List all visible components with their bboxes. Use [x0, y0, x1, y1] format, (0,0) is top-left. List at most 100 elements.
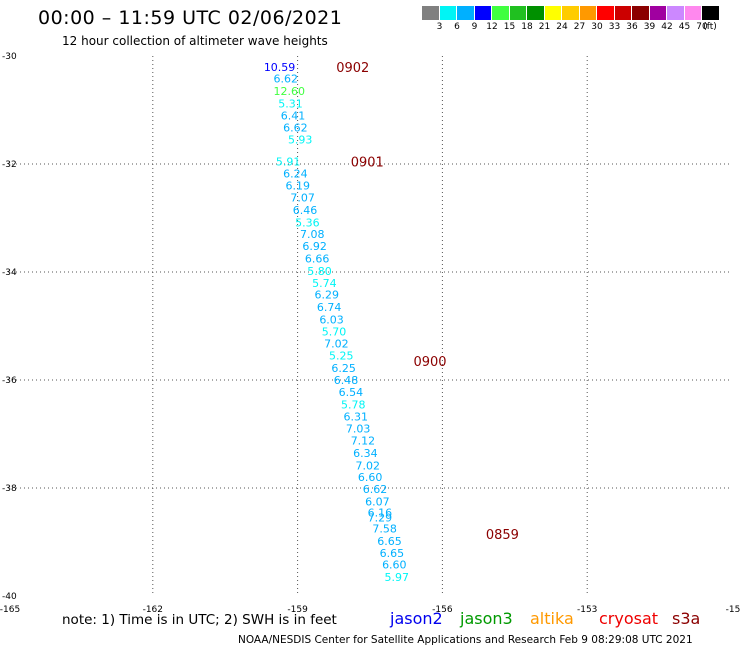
colorbar-label: (ft) — [703, 22, 717, 32]
wave-height-value: 6.25 — [331, 362, 356, 375]
wave-height-value: 6.60 — [382, 559, 407, 572]
track-time-label: 0901 — [351, 155, 384, 170]
track-time-label: 0859 — [486, 528, 519, 543]
wave-height-value: 7.29 — [368, 512, 393, 525]
wave-height-value: 6.60 — [358, 471, 383, 484]
colorbar-swatch — [632, 6, 650, 20]
note-text: note: 1) Time is in UTC; 2) SWH is in fe… — [62, 612, 337, 628]
wave-height-value: 6.29 — [314, 289, 339, 302]
wave-height-value: 5.74 — [312, 277, 337, 290]
colorbar-swatch — [684, 6, 702, 20]
wave-height-value: 6.62 — [283, 121, 308, 134]
satellite-label-altika: altika — [530, 609, 574, 628]
wave-height-value: 5.78 — [341, 398, 366, 411]
colorbar-label: 42 — [661, 22, 673, 32]
x-tick-label: -153 — [577, 605, 597, 615]
colorbar-swatch — [562, 6, 580, 20]
x-tick-label: -162 — [143, 605, 163, 615]
wave-height-value: 6.07 — [365, 496, 390, 509]
colorbar-swatch — [667, 6, 685, 20]
track-time-label: 0900 — [413, 355, 446, 370]
satellite-label-cryosat: cryosat — [599, 609, 659, 628]
wave-height-value: 6.19 — [286, 180, 311, 193]
colorbar-swatch — [614, 6, 632, 20]
wave-height-value: 7.58 — [372, 523, 397, 536]
x-tick-label: -159 — [287, 605, 308, 615]
colorbar-swatch — [579, 6, 597, 20]
colorbar-swatch — [492, 6, 510, 20]
y-tick-label: -34 — [2, 268, 17, 278]
satellite-label-s3a: s3a — [672, 609, 701, 628]
x-tick-label: -165 — [0, 605, 20, 615]
y-tick-label: -30 — [2, 52, 17, 62]
colorbar-swatch — [527, 6, 545, 20]
satellite-label-jason3: jason3 — [460, 609, 513, 628]
wave-height-value: 6.62 — [363, 483, 388, 496]
y-tick-label: -36 — [2, 376, 17, 386]
wave-height-value: 6.41 — [281, 109, 306, 122]
colorbar-swatch — [422, 6, 440, 20]
colorbar-swatch — [702, 6, 720, 20]
y-tick-label: -32 — [2, 160, 17, 170]
colorbar-label: 9 — [471, 22, 478, 32]
wave-height-value: 10.59 — [264, 61, 296, 74]
wave-height-value: 5.97 — [384, 571, 409, 584]
wave-height-value: 7.12 — [351, 434, 376, 447]
wave-height-value: 6.48 — [334, 374, 359, 387]
colorbar-label: 18 — [521, 22, 533, 32]
colorbar-label: 27 — [573, 22, 586, 32]
colorbar-swatch — [509, 6, 527, 20]
credit-line: NOAA/NESDIS Center for Satellite Applica… — [238, 634, 693, 646]
colorbar-label: 12 — [486, 22, 498, 32]
wave-height-value: 6.24 — [283, 168, 308, 181]
colorbar-label: 3 — [436, 22, 443, 32]
wave-height-value: 6.03 — [319, 314, 344, 327]
colorbar-label: 30 — [591, 22, 603, 32]
wave-height-value: 6.16 — [368, 506, 393, 519]
wave-height-value: 7.03 — [346, 423, 371, 436]
wave-height-value: 7.08 — [300, 228, 325, 241]
wave-height-value: 6.54 — [339, 386, 364, 399]
wave-height-value: 7.07 — [290, 191, 315, 204]
wave-height-value: 5.25 — [329, 350, 354, 363]
x-tick-label: -156 — [432, 605, 453, 615]
colorbar-swatch — [439, 6, 457, 20]
y-tick-label: -38 — [2, 484, 17, 494]
wave-height-value: 5.70 — [322, 325, 347, 338]
colorbar-swatch — [544, 6, 562, 20]
wave-height-value: 6.46 — [293, 204, 318, 217]
colorbar-swatch — [649, 6, 667, 20]
wave-height-value: 7.02 — [356, 459, 381, 472]
wave-height-value: 6.62 — [273, 73, 298, 86]
wave-height-value: 6.66 — [305, 253, 330, 266]
wave-height-value: 6.74 — [317, 301, 342, 314]
colorbar-legend — [422, 6, 720, 20]
colorbar-label: 36 — [626, 22, 638, 32]
colorbar-label: 70 — [696, 22, 708, 32]
wave-height-value: 6.92 — [302, 240, 327, 253]
wave-height-value: 12.60 — [273, 85, 305, 98]
wave-height-value: 5.31 — [278, 98, 303, 111]
wave-height-value: 7.02 — [324, 337, 349, 350]
wave-height-value: 5.93 — [288, 134, 313, 147]
x-tick-label: -15 — [726, 605, 740, 615]
colorbar-swatch — [474, 6, 492, 20]
y-tick-label: -40 — [2, 592, 17, 602]
colorbar-label: 33 — [608, 22, 621, 32]
wave-height-value: 6.65 — [377, 535, 402, 548]
satellite-label-jason2: jason2 — [390, 609, 443, 628]
wave-height-value: 5.91 — [276, 155, 301, 168]
colorbar-label: 6 — [454, 22, 460, 32]
colorbar-label: 21 — [538, 22, 551, 32]
colorbar-label: 24 — [556, 22, 568, 32]
wave-height-value: 5.80 — [307, 265, 332, 278]
map-subtitle: 12 hour collection of altimeter wave hei… — [62, 34, 328, 48]
colorbar-label: 15 — [503, 22, 516, 32]
colorbar-swatch — [457, 6, 475, 20]
map-title: 00:00 – 11:59 UTC 02/06/2021 — [38, 7, 343, 29]
track-time-label: 0902 — [336, 61, 369, 76]
wave-height-value: 6.65 — [380, 547, 405, 560]
wave-height-value: 5.36 — [295, 216, 320, 229]
wave-height-value: 6.34 — [353, 447, 378, 460]
